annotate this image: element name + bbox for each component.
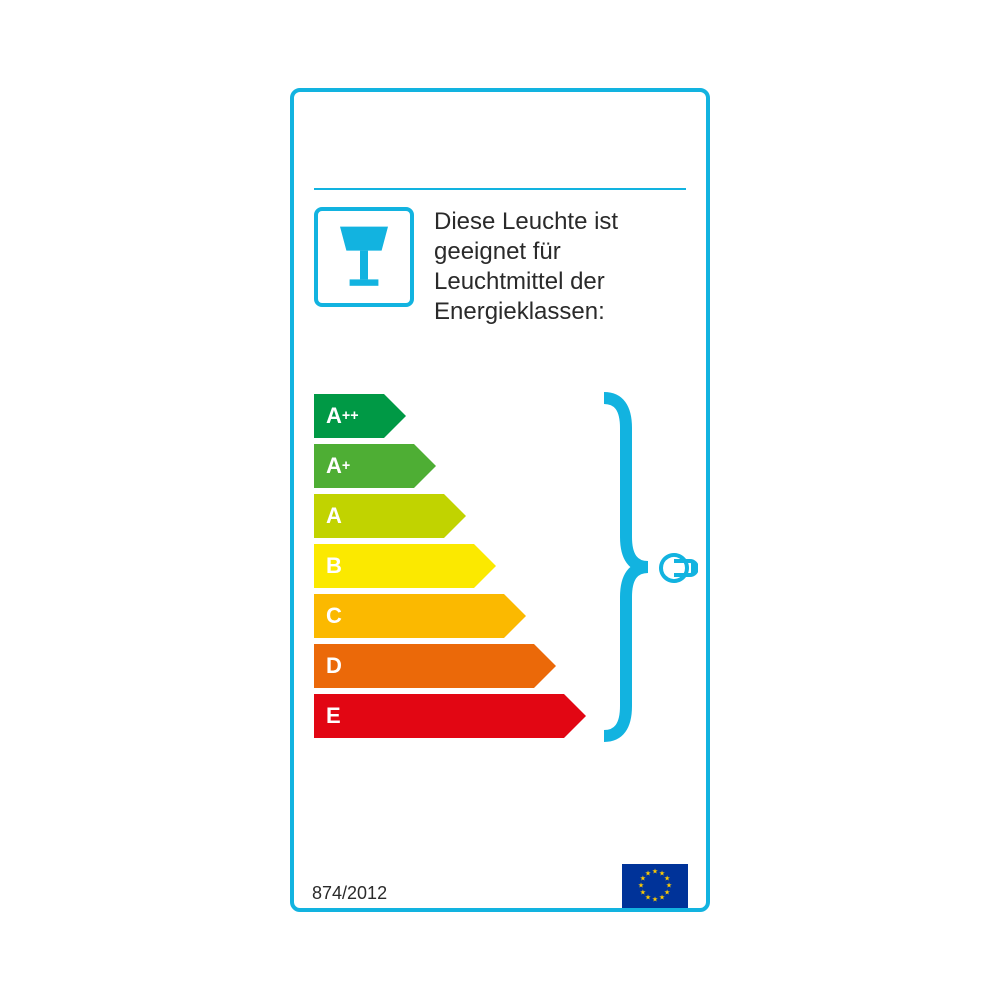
energy-class-arrow-head bbox=[564, 694, 586, 738]
label-inner: Diese Leuchte istgeeignet fürLeuchtmitte… bbox=[294, 92, 706, 908]
eu-flag-star: ★ bbox=[652, 897, 658, 904]
energy-class-arrow-head bbox=[414, 444, 436, 488]
eu-flag-star: ★ bbox=[645, 870, 651, 877]
info-text-line: geeignet für bbox=[434, 237, 686, 267]
energy-class-row: B bbox=[314, 544, 586, 588]
bulb-icon bbox=[646, 548, 698, 588]
energy-class-row: A bbox=[314, 494, 586, 538]
label-footer: 874/2012 ★★★★★★★★★★★★ bbox=[312, 864, 688, 908]
energy-class-arrow-body: A bbox=[314, 494, 444, 538]
regulation-number: 874/2012 bbox=[312, 883, 387, 908]
energy-class-label: A bbox=[326, 403, 342, 429]
lamp-icon-box bbox=[314, 207, 414, 307]
eu-flag-star: ★ bbox=[659, 895, 665, 902]
energy-class-arrow-body: A++ bbox=[314, 394, 384, 438]
energy-class-arrow-body: A+ bbox=[314, 444, 414, 488]
lamp-icon bbox=[324, 217, 404, 297]
energy-class-arrow-head bbox=[504, 594, 526, 638]
energy-label: Diese Leuchte istgeeignet fürLeuchtmitte… bbox=[290, 88, 710, 912]
energy-class-arrow-body: D bbox=[314, 644, 534, 688]
energy-class-row: C bbox=[314, 594, 586, 638]
energy-class-row: A+ bbox=[314, 444, 586, 488]
info-text-line: Energieklassen: bbox=[434, 297, 686, 327]
energy-class-arrow-head bbox=[474, 544, 496, 588]
header-divider bbox=[314, 188, 686, 190]
info-row: Diese Leuchte istgeeignet fürLeuchtmitte… bbox=[314, 207, 686, 327]
energy-class-row: A++ bbox=[314, 394, 586, 438]
energy-class-label: C bbox=[326, 603, 342, 629]
energy-class-arrow-head bbox=[384, 394, 406, 438]
energy-class-label-sup: ++ bbox=[342, 408, 359, 424]
energy-class-arrow-head bbox=[534, 644, 556, 688]
energy-class-arrow-body: B bbox=[314, 544, 474, 588]
eu-flag-star: ★ bbox=[664, 876, 670, 883]
energy-class-label: A bbox=[326, 503, 342, 529]
energy-class-label: A bbox=[326, 453, 342, 479]
energy-class-arrows: A++A+ABCDE bbox=[314, 394, 586, 744]
eu-flag: ★★★★★★★★★★★★ bbox=[622, 864, 688, 908]
energy-class-label-sup: + bbox=[342, 458, 350, 474]
energy-class-label: B bbox=[326, 553, 342, 579]
eu-flag-star: ★ bbox=[638, 883, 644, 890]
energy-class-arrow-body: E bbox=[314, 694, 564, 738]
energy-class-arrow-head bbox=[444, 494, 466, 538]
energy-class-label: E bbox=[326, 703, 341, 729]
energy-class-label: D bbox=[326, 653, 342, 679]
info-text-line: Leuchtmittel der bbox=[434, 267, 686, 297]
eu-flag-star: ★ bbox=[652, 869, 658, 876]
energy-class-row: D bbox=[314, 644, 586, 688]
eu-flag-star: ★ bbox=[666, 883, 672, 890]
energy-class-arrow-body: C bbox=[314, 594, 504, 638]
info-text-line: Diese Leuchte ist bbox=[434, 207, 686, 237]
energy-class-row: E bbox=[314, 694, 586, 738]
info-text: Diese Leuchte istgeeignet fürLeuchtmitte… bbox=[434, 207, 686, 327]
eu-flag-star: ★ bbox=[640, 890, 646, 897]
